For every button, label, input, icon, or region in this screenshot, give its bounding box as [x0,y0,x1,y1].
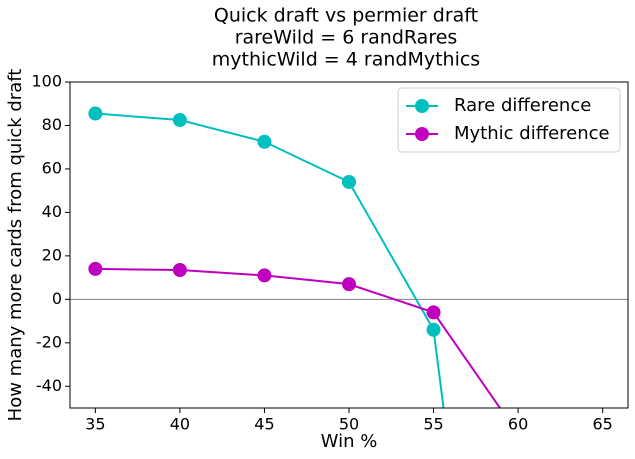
y-tick-label: 60 [42,158,62,177]
x-tick-label: 55 [423,415,443,434]
point [172,113,187,128]
axes-frame [69,81,629,409]
y-tick-label: 80 [42,115,62,134]
point [88,261,103,276]
legend-label: Mythic difference [454,123,610,144]
x-tick-label: 40 [170,415,190,434]
legend-marker [415,99,429,113]
x-tick-label: 35 [85,415,105,434]
y-tick-label: 20 [42,245,62,264]
point [257,268,272,283]
legend-box [397,87,621,153]
chart-title: Quick draft vs permier draft [214,5,478,27]
x-tick-label: 45 [254,415,274,434]
point [342,174,356,189]
x-tick-label: 65 [592,415,612,434]
chart-title: rareWild = 6 randRares [235,27,458,49]
legend-label: Rare difference [454,95,591,116]
y-tick-label: 0 [52,289,62,308]
x-tick-label: 50 [339,415,359,434]
point [172,262,187,277]
x-axis-label: Win % [321,431,378,452]
point [257,134,272,149]
y-axis-label: How many more cards from quick draft [5,69,26,422]
series-line [95,267,502,408]
chart-title: mythicWild = 4 randMythics [212,49,480,71]
plot-area [88,106,502,408]
x-tick-label: 60 [508,415,528,434]
point [88,106,103,121]
point [342,277,356,292]
point [426,322,441,337]
y-tick-label: 100 [31,72,62,91]
series-line [95,112,445,408]
legend-marker [415,127,429,141]
point [426,305,441,320]
y-tick-label: -40 [36,376,62,395]
y-tick-label: 40 [42,202,62,221]
y-tick-label: -20 [36,332,62,351]
